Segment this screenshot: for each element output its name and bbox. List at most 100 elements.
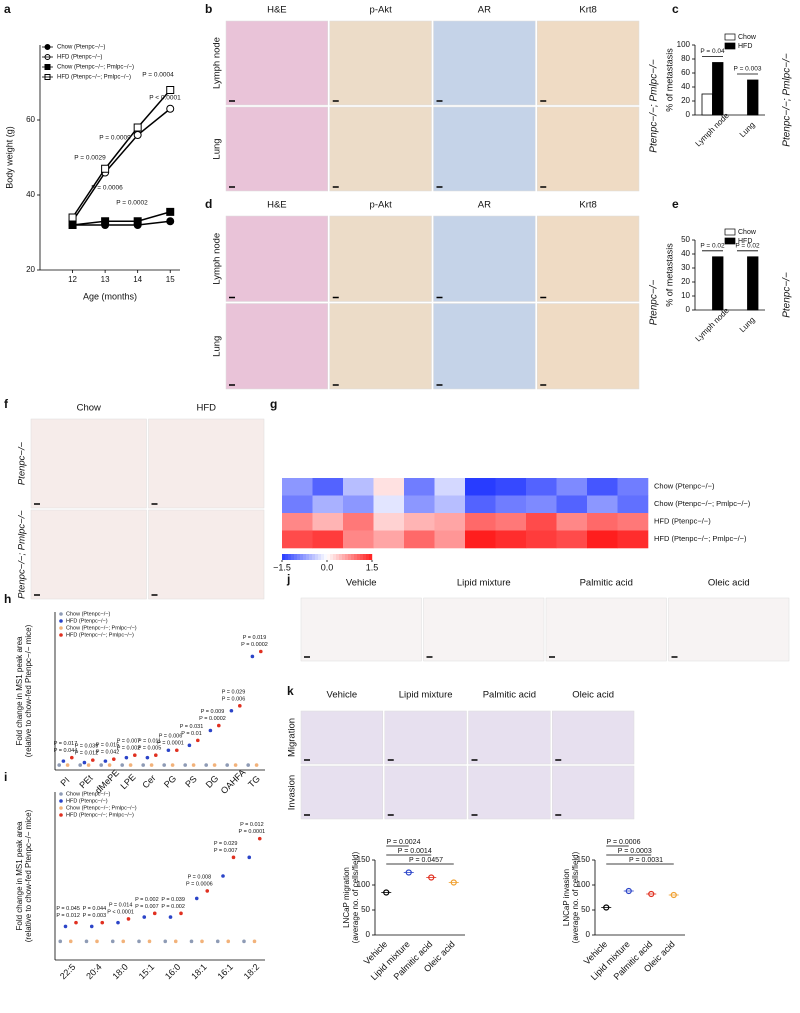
p-value: P = 0.006 [159,734,183,740]
legend-label: HFD [738,43,752,50]
p-value: P = 0.0001 [239,829,266,835]
y-tick-label: 0 [686,305,691,314]
heatmap-cell [526,478,557,496]
colorbar-step [303,554,307,560]
y-axis-label: (average no. of cells/field) [351,851,360,943]
x-tick-label: 18:2 [242,962,261,981]
dot [110,939,115,944]
heatmap-cell [617,513,649,531]
series-line [72,211,171,226]
p-value: P = 0.0024 [387,839,421,846]
colorbar-step [360,554,364,560]
dot [63,924,68,929]
p-value: P = 0.02 [735,243,760,250]
colorbar-step [306,554,310,560]
column-title: Palmitic acid [580,578,633,589]
x-tick-label: Cer [140,773,157,790]
dot [205,889,210,893]
legend-label: Chow [738,34,757,41]
legend-label: Chow [738,229,757,236]
colorbar-step [330,554,334,560]
heatmap-cell [282,495,313,514]
colorbar-step [294,554,298,560]
marker [133,217,142,226]
x-tick-label: 18:0 [110,962,129,981]
marker [166,86,175,94]
colorbar-label: 0.0 [321,562,334,572]
bar [701,93,713,116]
heatmap-cell [343,530,374,549]
p-value: P = 0.012 [56,913,80,919]
colorbar-step [312,554,316,560]
heatmap-cell [495,530,527,549]
legend-label: Chow (Ptenpc−/−; Pmlpc−/−) [66,805,137,811]
column-title: H&E [267,200,287,211]
series-line [72,220,171,226]
colorbar-step [363,554,367,560]
p-value: P = 0.0001 [157,741,184,747]
legend-label: HFD [738,238,752,245]
y-axis-label: (average no. of cells/field) [571,851,580,943]
legend-label: Chow (Ptenpc−/−; Pmlpc−/−) [66,625,137,631]
heatmap-cell [282,513,313,531]
p-value: P = 0.007 [214,848,238,854]
micrograph [552,710,635,765]
legend-marker [59,619,63,623]
colorbar-step [291,554,295,560]
dot [149,763,154,767]
micrograph [668,597,790,662]
column-title: Krt8 [579,200,596,211]
y-axis-label: LNCaP invasion [562,869,571,926]
heatmap-cell [495,513,527,531]
p-value: P = 0.0002 [116,200,148,207]
micrograph [225,303,328,390]
colorbar-step [333,554,337,560]
y-tick-label: 20 [681,96,690,105]
dot [133,753,137,757]
p-value: P = 0.039 [161,897,185,903]
dot [107,763,112,767]
y-tick-label: 150 [577,855,591,864]
dot [141,763,145,767]
colorbar-step [324,554,328,560]
micrograph [300,710,383,765]
dot [147,939,152,944]
p-value: P = 0.029 [214,841,238,847]
p-value: P = 0.0029 [74,155,106,162]
legend-swatch [724,33,736,41]
legend-label: Chow (Ptenpc−/−; Pmlpc−/−) [57,65,134,71]
x-tick-label: PG [162,773,178,789]
genotype-label: Ptenpc−/−; Pmlpc−/− [649,59,660,153]
heatmap-cell [526,495,557,514]
y-tick-label: 150 [357,855,371,864]
x-tick-label: 20:4 [84,962,103,981]
p-value: P = 0.007 [117,739,141,745]
heatmap-cell [312,530,344,549]
p-value: P = 0.0457 [409,857,443,864]
column-title: AR [478,200,491,211]
colorbar-step [309,554,313,560]
series-line [71,108,171,222]
heatmap-cell [526,513,557,531]
legend-marker [59,806,63,810]
dot [116,920,120,925]
dot [61,759,66,763]
dot [247,855,252,860]
panel-letter: k [287,684,294,698]
dot [254,763,259,767]
legend-marker [59,792,63,796]
x-tick-label: Lymph node [694,111,732,149]
row-label: Chow (Ptenpc−/−) [654,482,715,491]
column-title: Lipid mixture [457,578,511,589]
legend-marker [59,612,63,616]
dot [170,763,175,767]
genotype-label: Ptenpc−/−; Pmlpc−/− [782,53,793,147]
micrograph [148,418,265,509]
heatmap-cell [343,513,374,531]
colorbar-label: −1.5 [273,562,291,572]
y-tick-label: 100 [357,880,371,889]
heatmap-cell [495,495,527,514]
heatmap-cell [465,513,496,531]
heatmap-cell [465,530,496,549]
panel-letter: h [4,592,11,606]
